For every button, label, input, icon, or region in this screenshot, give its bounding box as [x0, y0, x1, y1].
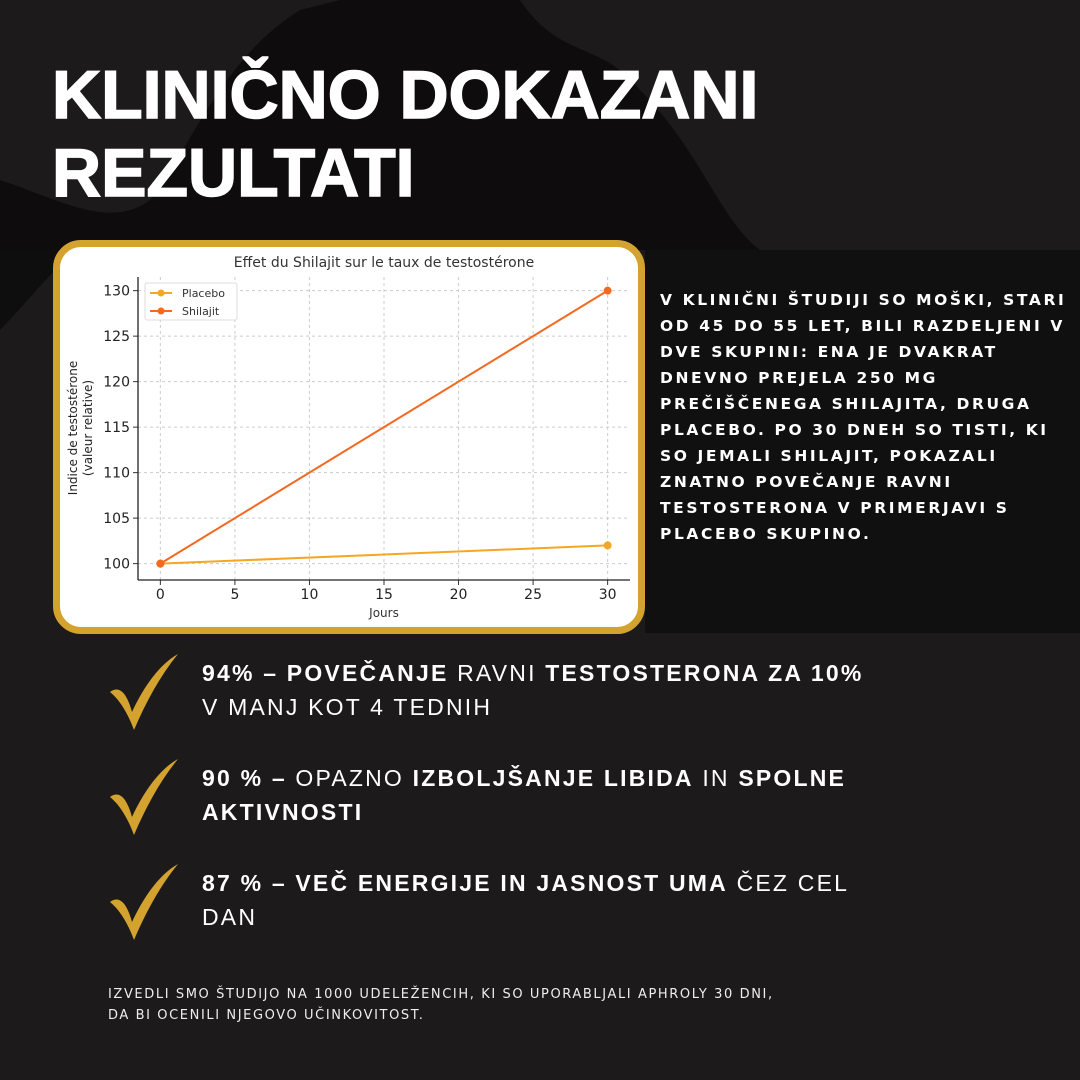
y-tick-label: 115	[103, 420, 130, 436]
checkmark-icon	[110, 654, 178, 730]
x-tick-label: 30	[599, 587, 617, 603]
x-tick-label: 0	[156, 587, 165, 603]
bullet-2-bold-b: IZBOLJŠANJE LIBIDA	[412, 765, 694, 791]
legend-marker-shilajit	[157, 307, 165, 315]
bullet-3-bold: 87 % – VEČ ENERGIJE IN JASNOST UMA	[202, 870, 728, 896]
study-panel	[645, 250, 1080, 633]
legend-label-placebo: Placebo	[182, 287, 225, 300]
data-point-shilajit	[603, 286, 612, 295]
x-tick-label: 15	[375, 587, 393, 603]
bullet-2-bold-c: SPOLNE AKTIVNOSTI	[202, 765, 847, 825]
bullet-1-bold-b: TESTOSTERONA ZA 10%	[545, 660, 864, 686]
x-axis-label: Jours	[368, 606, 399, 620]
bullet-2-bold-a: 90 % –	[202, 765, 287, 791]
bullet-2-normal-b: IN	[693, 765, 739, 791]
bullet-1-bold-a: 94% – POVEČANJE	[202, 660, 449, 686]
footnote-line-2: DA BI OCENILI NJEGOVO UČINKOVITOST.	[108, 1008, 425, 1023]
page-title: KLINIČNO DOKAZANI REZULTATI	[51, 56, 759, 212]
title-line-2: REZULTATI	[51, 134, 415, 212]
legend-label-shilajit: Shilajit	[182, 305, 220, 318]
title-line-1: KLINIČNO DOKAZANI	[51, 56, 759, 134]
y-tick-label: 105	[103, 511, 130, 527]
y-tick-label: 130	[103, 284, 130, 300]
y-tick-label: 120	[103, 375, 130, 391]
y-axis-label-line-2: (valeur relative)	[81, 380, 95, 476]
x-tick-label: 25	[524, 587, 542, 603]
y-tick-label: 125	[103, 329, 130, 345]
bullet-2-normal-a: OPAZNO	[286, 765, 413, 791]
legend-marker-placebo	[157, 289, 165, 297]
footnote-line-1: IZVEDLI SMO ŠTUDIJO NA 1000 UDELEŽENCIH,…	[108, 987, 774, 1002]
testosterone-chart: 0 5 10 15 20 25 30 100 105 110 115 120 125 130 Effet d…	[66, 255, 630, 620]
checkmark-icon	[110, 864, 178, 940]
study-description: V kliničnI študiji so moški, stari od 45…	[660, 291, 1067, 543]
x-tick-label: 20	[450, 587, 468, 603]
bullet-3-normal: ČEZ CEL DAN	[202, 870, 849, 930]
y-tick-label: 110	[103, 466, 130, 482]
data-point-shilajit	[156, 559, 165, 568]
checkmark-icon	[110, 759, 178, 835]
series-line-placebo	[160, 544, 608, 565]
footnote: IZVEDLI SMO ŠTUDIJO NA 1000 UDELEŽENCIH,…	[108, 984, 774, 1026]
data-point-placebo	[603, 541, 612, 550]
series-line-shilajit	[159, 289, 609, 565]
y-tick-label: 100	[103, 557, 130, 573]
x-tick-label: 5	[230, 587, 239, 603]
x-tick-label: 10	[301, 587, 319, 603]
bullet-1-normal-a: RAVNI	[448, 660, 546, 686]
chart-title: Effet du Shilajit sur le taux de testost…	[234, 255, 534, 271]
y-axis-label-line-1: Indice de testostérone	[66, 361, 80, 495]
bullet-1-normal-b: V MANJ KOT 4 TEDNIH	[202, 694, 493, 720]
